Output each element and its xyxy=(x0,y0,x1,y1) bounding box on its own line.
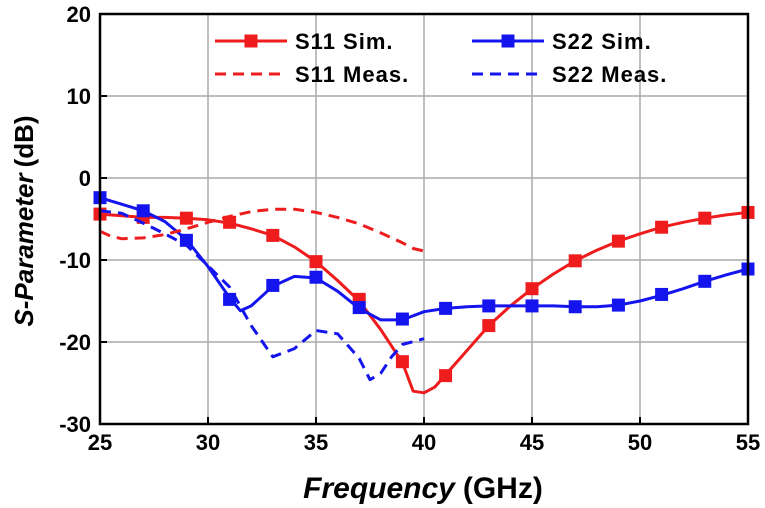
data-point-marker xyxy=(525,299,539,313)
data-point-marker xyxy=(309,270,323,284)
x-tick-label: 30 xyxy=(196,430,220,455)
x-tick-label: 35 xyxy=(304,430,328,455)
data-point-marker xyxy=(482,319,496,333)
data-point-marker xyxy=(611,234,625,248)
axis-ticks: 25 30 35 40 45 50 55 20 10 0 -10 -20 -30 xyxy=(59,2,760,455)
y-tick-label: 10 xyxy=(67,84,91,109)
legend: S11 Sim. S22 Sim. S11 Meas. S22 Meas. xyxy=(215,29,667,87)
y-tick-label: -30 xyxy=(59,412,91,437)
x-axis-label-main: Frequency xyxy=(303,472,456,505)
y-tick-label: 0 xyxy=(79,166,91,191)
y-tick-label: 20 xyxy=(67,2,91,27)
series-s22-meas xyxy=(99,209,425,382)
x-tick-label: 25 xyxy=(88,430,112,455)
legend-label: S22 Sim. xyxy=(552,29,652,54)
y-axis-label-main: S-Parameter xyxy=(9,172,39,327)
data-point-marker xyxy=(266,228,280,242)
data-point-marker xyxy=(698,274,712,288)
data-point-marker xyxy=(611,298,625,312)
data-point-marker xyxy=(655,287,669,301)
data-point-marker xyxy=(266,278,280,292)
legend-label: S11 Sim. xyxy=(295,29,394,54)
x-tick-label: 55 xyxy=(736,430,760,455)
legend-marker xyxy=(244,34,258,48)
legend-item-s22-meas: S22 Meas. xyxy=(472,62,667,87)
data-point-marker xyxy=(525,282,539,296)
data-point-marker xyxy=(568,300,582,314)
x-tick-label: 40 xyxy=(412,430,436,455)
data-point-marker xyxy=(395,312,409,326)
legend-item-s22-sim: S22 Sim. xyxy=(472,29,652,54)
data-point-marker xyxy=(655,220,669,234)
y-tick-label: -10 xyxy=(59,248,91,273)
y-axis-label-unit: (dB) xyxy=(9,115,39,167)
data-point-marker xyxy=(439,301,453,315)
data-point-marker xyxy=(223,215,237,229)
legend-label: S22 Meas. xyxy=(552,62,667,87)
data-point-marker xyxy=(439,369,453,383)
y-tick-label: -20 xyxy=(59,330,91,355)
data-point-marker xyxy=(136,204,150,218)
data-point-marker xyxy=(482,299,496,313)
series-line-s11-meas xyxy=(99,207,425,253)
legend-item-s11-sim: S11 Sim. xyxy=(215,29,394,54)
x-tick-label: 50 xyxy=(628,430,652,455)
legend-marker xyxy=(501,34,515,48)
y-axis-label: S-Parameter (dB) xyxy=(9,115,39,326)
data-point-marker xyxy=(568,254,582,268)
data-point-marker xyxy=(395,355,409,369)
legend-label: S11 Meas. xyxy=(295,62,409,87)
x-tick-label: 45 xyxy=(520,430,544,455)
grid-lines xyxy=(100,14,748,424)
series-line-s22-sim xyxy=(99,196,749,322)
data-point-marker xyxy=(223,292,237,306)
series-s11-meas xyxy=(99,207,425,253)
series-line-s22-meas xyxy=(99,209,425,382)
data-point-marker xyxy=(698,211,712,225)
data-point-marker xyxy=(179,211,193,225)
x-axis-label-unit: (GHz) xyxy=(463,472,543,505)
legend-item-s11-meas: S11 Meas. xyxy=(215,62,409,87)
data-point-marker xyxy=(309,255,323,269)
x-axis-label: Frequency (GHz) xyxy=(303,472,543,505)
data-point-marker xyxy=(352,301,366,315)
